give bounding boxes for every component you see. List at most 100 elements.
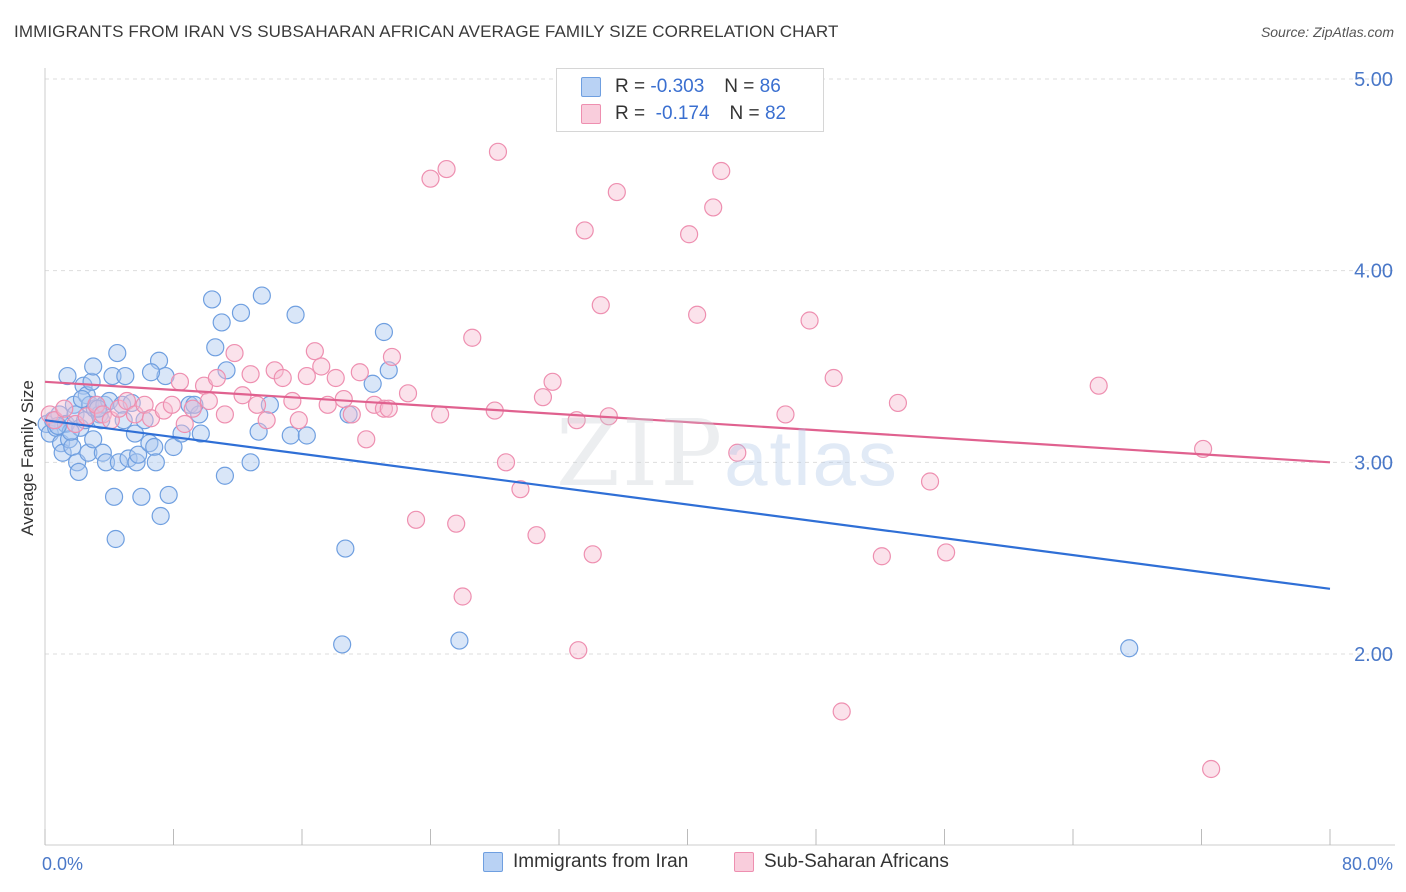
iran-point bbox=[116, 366, 135, 386]
iran-point bbox=[84, 430, 103, 449]
series-swatch-ssa bbox=[734, 852, 754, 872]
ssa-point bbox=[728, 443, 747, 462]
ssa-point bbox=[117, 391, 137, 411]
iran-point bbox=[96, 453, 116, 472]
iran-point bbox=[93, 443, 112, 462]
ssa-point bbox=[297, 366, 316, 386]
iran-point bbox=[104, 487, 124, 506]
iran-point bbox=[103, 366, 122, 386]
ssa-point bbox=[312, 357, 331, 376]
ssa-point bbox=[575, 221, 594, 240]
ssa-point bbox=[431, 405, 450, 424]
ssa-point bbox=[704, 198, 723, 217]
ssa-point bbox=[247, 395, 267, 414]
legend-r-value-ssa: -0.174 bbox=[655, 103, 710, 124]
ssa-point bbox=[712, 161, 731, 181]
iran-point bbox=[109, 453, 128, 472]
ssa-point bbox=[937, 543, 956, 562]
source-label: Source: ZipAtlas.com bbox=[1260, 24, 1394, 40]
ssa-point bbox=[55, 399, 74, 418]
legend-n-label: N = bbox=[724, 76, 755, 97]
iran-point bbox=[69, 462, 88, 482]
iran-point bbox=[159, 485, 178, 505]
ssa-point bbox=[257, 411, 276, 430]
iran-point bbox=[82, 372, 101, 391]
ssa-points bbox=[40, 142, 1221, 779]
series-label-iran: Immigrants from Iran bbox=[513, 851, 689, 872]
ssa-point bbox=[496, 453, 516, 472]
y-tick-label: 3.00 bbox=[1354, 452, 1393, 474]
iran-point bbox=[286, 305, 305, 324]
ssa-point bbox=[365, 395, 384, 414]
iran-point bbox=[363, 374, 382, 393]
iran-point bbox=[114, 411, 133, 430]
legend-r-value-iran: -0.303 bbox=[650, 76, 705, 97]
ssa-point bbox=[680, 225, 699, 244]
legend-row-ssa: R = -0.174 N = 82 bbox=[581, 103, 786, 125]
trend-line-iran bbox=[44, 419, 1331, 590]
iran-point bbox=[212, 313, 231, 332]
watermark: ZIPatlas bbox=[556, 400, 899, 507]
iran-point bbox=[141, 363, 161, 382]
iran-point bbox=[215, 466, 234, 485]
y-tick-label: 4.00 bbox=[1354, 261, 1393, 283]
ssa-point bbox=[569, 641, 588, 660]
iran-point bbox=[146, 453, 165, 472]
ssa-point bbox=[175, 414, 194, 434]
ssa-point bbox=[421, 169, 440, 188]
iran-point bbox=[379, 361, 398, 380]
iran-point bbox=[206, 338, 225, 357]
iran-point bbox=[58, 366, 77, 386]
legend-n-value-ssa: 82 bbox=[764, 103, 787, 124]
ssa-point bbox=[591, 296, 610, 315]
ssa-point bbox=[162, 395, 181, 414]
ssa-point bbox=[488, 142, 508, 161]
ssa-point bbox=[283, 391, 302, 411]
legend-row-iran: R = -0.303 N = 86 bbox=[581, 76, 781, 98]
legend-n-label: N = bbox=[729, 103, 760, 124]
ssa-point bbox=[289, 411, 308, 430]
iran-point bbox=[202, 290, 222, 309]
iran-point bbox=[336, 539, 355, 558]
iran-point bbox=[108, 343, 127, 363]
series-legend-iran[interactable]: Immigrants from Iran bbox=[483, 851, 688, 873]
ssa-point bbox=[920, 472, 940, 491]
trend-lines bbox=[44, 380, 1331, 590]
ssa-point bbox=[437, 159, 456, 179]
iran-point bbox=[231, 303, 251, 322]
legend-swatch-iran bbox=[581, 77, 601, 97]
iran-point bbox=[106, 529, 125, 549]
iran-point bbox=[297, 426, 316, 445]
ssa-point bbox=[199, 391, 218, 411]
legend-n-value-iran: 86 bbox=[759, 76, 781, 97]
ssa-point bbox=[406, 510, 426, 529]
series-swatch-iran bbox=[483, 852, 503, 872]
series-legend: Immigrants from Iran Sub-Saharan African… bbox=[0, 851, 1406, 879]
iran-point bbox=[217, 361, 236, 380]
iran-point bbox=[129, 445, 148, 464]
chart-title: IMMIGRANTS FROM IRAN VS SUBSAHARAN AFRIC… bbox=[14, 22, 839, 41]
ssa-point bbox=[305, 342, 324, 361]
ssa-point bbox=[398, 384, 418, 403]
iran-point bbox=[63, 437, 82, 457]
iran-point bbox=[135, 411, 154, 430]
ssa-point bbox=[357, 430, 376, 449]
ssa-point bbox=[382, 347, 402, 367]
ssa-point bbox=[350, 363, 369, 382]
ssa-point bbox=[207, 368, 226, 388]
ssa-point bbox=[583, 545, 602, 564]
ssa-point bbox=[241, 365, 260, 384]
watermark-zip: ZIP bbox=[556, 400, 725, 507]
ssa-point bbox=[511, 480, 530, 499]
ssa-point bbox=[527, 526, 546, 545]
iran-point bbox=[145, 437, 164, 457]
x-tick-label-max: 80.0% bbox=[1342, 854, 1393, 874]
x-tick-label-min: 0.0% bbox=[42, 854, 83, 874]
ssa-point bbox=[688, 305, 707, 324]
ssa-point bbox=[607, 182, 626, 202]
ssa-point bbox=[543, 372, 562, 391]
series-legend-ssa[interactable]: Sub-Saharan Africans bbox=[734, 851, 949, 873]
ssa-point bbox=[888, 393, 908, 413]
iran-point bbox=[450, 631, 469, 650]
ssa-point bbox=[453, 587, 472, 606]
